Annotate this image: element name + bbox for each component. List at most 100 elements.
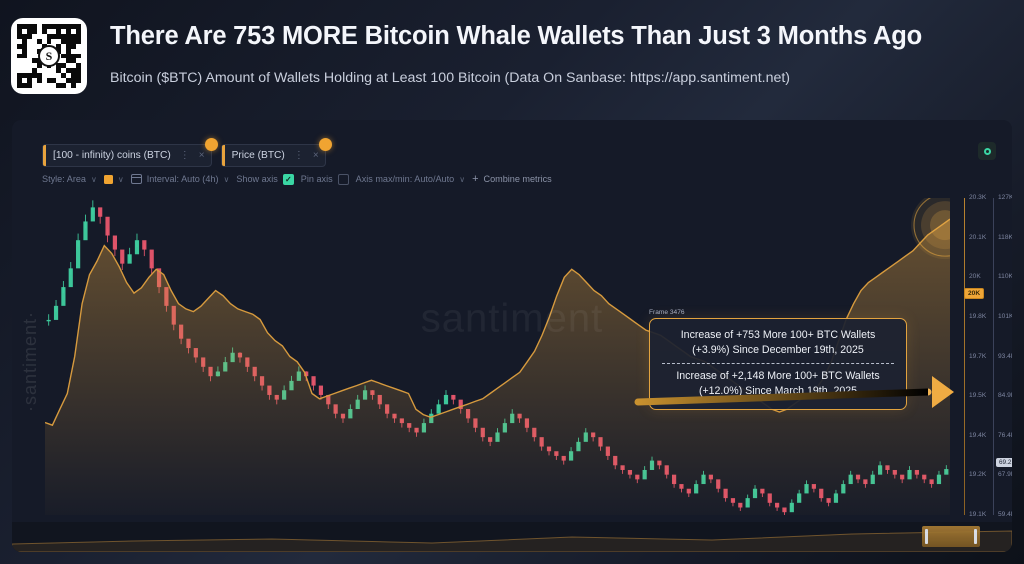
y-axis-price[interactable] xyxy=(993,198,994,515)
qr-module xyxy=(66,53,72,59)
qr-module xyxy=(71,78,77,84)
metric-color-bar xyxy=(221,145,225,166)
color-swatch-icon xyxy=(103,174,113,184)
style-selector[interactable]: Style: Area ∨ xyxy=(42,174,97,184)
pin-axis-toggle[interactable]: Pin axis xyxy=(301,173,349,185)
candle-body xyxy=(83,221,88,241)
qr-module xyxy=(66,73,72,79)
kebab-icon[interactable]: ⋮ xyxy=(293,150,304,161)
qr-module xyxy=(26,73,32,79)
qr-module xyxy=(71,48,77,54)
qr-module xyxy=(71,73,77,79)
qr-module xyxy=(31,24,37,29)
y-tick-price: 67.9K xyxy=(998,471,1012,479)
qr-module xyxy=(31,78,37,84)
qr-module xyxy=(31,38,37,44)
gear-icon[interactable] xyxy=(978,142,996,160)
qr-module xyxy=(56,38,62,44)
close-icon[interactable]: × xyxy=(198,150,205,161)
qr-module xyxy=(31,73,37,79)
qr-module xyxy=(66,24,72,29)
y-tick-wallets: 19.8K xyxy=(969,312,987,320)
qr-module xyxy=(61,38,67,44)
qr-module xyxy=(61,33,67,39)
qr-module xyxy=(31,48,37,54)
qr-module xyxy=(51,33,57,39)
color-selector[interactable]: ∨ xyxy=(103,174,124,184)
chevron-down-icon: ∨ xyxy=(90,174,97,184)
qr-module xyxy=(17,78,22,84)
qr-module xyxy=(66,63,72,69)
chevron-down-icon: ∨ xyxy=(223,174,230,184)
qr-module xyxy=(56,24,62,29)
drag-handle[interactable] xyxy=(318,138,332,151)
show-axis-toggle[interactable]: Show axis ✓ xyxy=(236,173,294,185)
qr-module xyxy=(61,73,67,79)
y-tick-wallets: 20K xyxy=(969,273,981,281)
range-handle[interactable] xyxy=(922,526,980,547)
qr-code[interactable]: S xyxy=(11,18,87,94)
interval-selector[interactable]: Interval: Auto (4h) ∨ xyxy=(130,174,230,184)
qr-module xyxy=(26,48,32,54)
qr-module xyxy=(46,28,52,34)
qr-module xyxy=(66,78,72,84)
qr-module xyxy=(76,63,81,69)
qr-module xyxy=(26,43,32,49)
qr-module xyxy=(26,63,32,69)
qr-module xyxy=(36,38,42,44)
qr-module xyxy=(41,68,47,74)
axis-minmax-selector[interactable]: Axis max/min: Auto/Auto ∨ xyxy=(356,174,465,184)
qr-module xyxy=(31,68,37,74)
qr-module xyxy=(26,58,32,64)
metric-pill-wallets[interactable]: [100 - infinity) coins (BTC) ⋮ × xyxy=(42,138,218,167)
candle-body xyxy=(90,207,95,222)
checkbox-unchecked-icon[interactable] xyxy=(337,173,349,185)
qr-module xyxy=(17,68,22,74)
checkbox-checked-icon[interactable]: ✓ xyxy=(282,173,294,185)
qr-module xyxy=(51,68,57,74)
candle-body xyxy=(61,287,66,306)
qr-module xyxy=(17,28,22,34)
metric-pill-list: [100 - infinity) coins (BTC) ⋮ × Price (… xyxy=(42,138,332,167)
candle-body xyxy=(120,249,125,264)
frame-label: Frame 3476 xyxy=(649,309,685,316)
qr-module xyxy=(51,28,57,34)
chevron-down-icon: ∨ xyxy=(459,174,466,184)
qr-module xyxy=(46,38,52,44)
qr-module xyxy=(26,28,32,34)
qr-module xyxy=(61,28,67,34)
annotation-line-3: Increase of +2,148 More 100+ BTC Wallets xyxy=(676,370,880,382)
qr-module xyxy=(36,63,42,69)
qr-module xyxy=(31,28,37,34)
qr-module xyxy=(56,63,62,69)
qr-module xyxy=(56,73,62,79)
qr-module xyxy=(56,83,62,88)
qr-module xyxy=(31,43,37,49)
qr-module xyxy=(41,24,47,29)
candle-body xyxy=(451,394,456,400)
qr-module xyxy=(76,73,81,79)
chevron-down-icon: ∨ xyxy=(117,174,124,184)
qr-module xyxy=(46,24,52,29)
kebab-icon[interactable]: ⋮ xyxy=(179,150,190,161)
candle-body xyxy=(311,376,316,386)
qr-module xyxy=(61,53,67,59)
combine-metrics-button[interactable]: + Combine metrics xyxy=(472,173,552,185)
y-tick-price: 84.9K xyxy=(998,392,1012,400)
chart-range-scrollbar[interactable] xyxy=(12,522,1012,552)
qr-module xyxy=(31,63,37,69)
drag-handle[interactable] xyxy=(204,138,218,151)
y-axis-wallets[interactable] xyxy=(964,198,965,515)
qr-module xyxy=(36,78,42,84)
qr-module xyxy=(17,48,22,54)
qr-module xyxy=(56,78,62,84)
style-label: Style: Area xyxy=(42,174,86,184)
show-axis-label: Show axis xyxy=(236,174,278,184)
candle-body xyxy=(458,399,463,410)
qr-module xyxy=(17,83,22,88)
interval-label: Interval: Auto (4h) xyxy=(146,174,219,184)
metric-pill-price[interactable]: Price (BTC) ⋮ × xyxy=(220,138,332,167)
qr-module xyxy=(76,43,81,49)
annotation-line-1: Increase of +753 More 100+ BTC Wallets xyxy=(680,329,876,341)
close-icon[interactable]: × xyxy=(312,150,319,161)
